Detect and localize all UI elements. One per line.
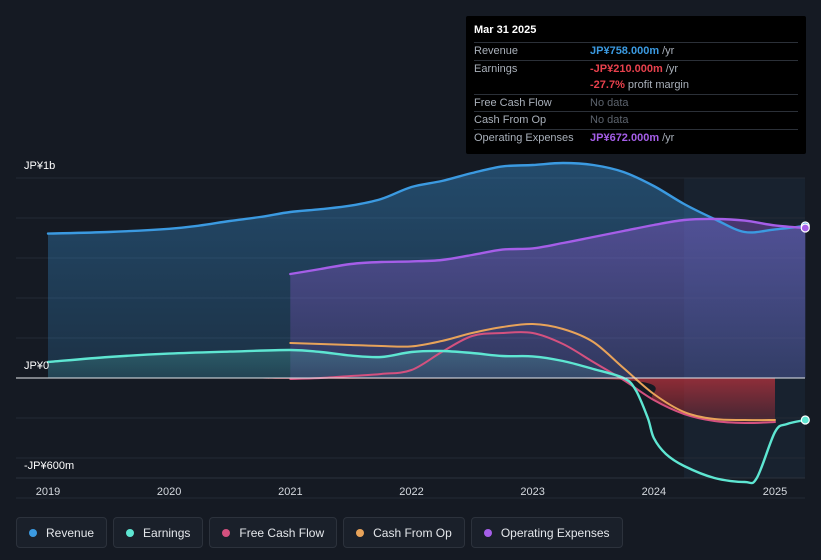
legend-label: Free Cash Flow — [239, 525, 325, 540]
legend-label: Operating Expenses — [500, 525, 610, 540]
tooltip-row-label: Revenue — [474, 45, 519, 58]
legend-dot-icon — [222, 528, 231, 537]
legend-item-free-cash-flow[interactable]: Free Cash Flow — [209, 517, 338, 548]
x-tick-label: 2021 — [278, 486, 303, 498]
legend-label: Cash From Op — [373, 525, 452, 540]
tooltip-row: Operating Expenses JP¥672.000m/yr — [474, 128, 798, 147]
x-tick-label: 2024 — [641, 486, 667, 498]
legend-dot-icon — [356, 528, 365, 537]
tooltip-row-value: JP¥758.000m — [590, 45, 660, 58]
earnings-end-marker — [800, 415, 810, 425]
earnings-line — [46, 348, 807, 485]
tooltip-row-value: -JP¥210.000m — [590, 62, 663, 75]
legend-item-operating-expenses[interactable]: Operating Expenses — [470, 517, 623, 548]
revenue-line — [46, 161, 807, 235]
cash-from-op-line — [289, 322, 776, 422]
tooltip-date: Mar 31 2025 — [474, 24, 537, 36]
x-tick-label: 2023 — [520, 486, 545, 498]
tooltip-row-unit: /yr — [665, 62, 679, 75]
operating-expenses-line — [289, 217, 807, 276]
x-tick-label: 2022 — [399, 486, 424, 498]
operating-expenses-end-marker — [800, 223, 810, 233]
tooltip-row-unit: /yr — [662, 45, 675, 58]
x-tick-label: 2019 — [35, 486, 61, 498]
tooltip-row-value: No data — [590, 96, 629, 109]
x-tick-label: 2025 — [762, 486, 788, 498]
tooltip-row-unit: /yr — [662, 131, 675, 144]
free-cash-flow-line — [289, 331, 776, 425]
tooltip-row: Cash From Op No data — [474, 111, 798, 129]
x-tick-label: 2020 — [156, 486, 182, 498]
earnings-profit-area — [48, 349, 624, 378]
tooltip: Mar 31 2025 Revenue JP¥758.000m/yr Earning… — [466, 16, 806, 154]
tooltip-row-unit: profit margin — [627, 79, 689, 92]
tooltip-row-value: No data — [590, 114, 629, 127]
cash-flow-loss-area — [263, 377, 775, 424]
legend-dot-icon — [483, 528, 492, 537]
tooltip-row-value: -27.7% — [590, 79, 625, 92]
legend-dot-icon — [29, 528, 37, 537]
y-axis-label-zero: JP¥0 — [24, 360, 50, 372]
tooltip-row-label: Operating Expenses — [474, 131, 574, 144]
tooltip-row-label: Earnings — [474, 62, 518, 75]
legend-label: Revenue — [46, 525, 95, 540]
legend-item-cash-from-op[interactable]: Cash From Op — [343, 517, 465, 548]
tooltip-row-label: Cash From Op — [474, 114, 547, 127]
legend: Revenue Earnings Free Cash Flow Cash From O… — [16, 517, 623, 548]
tooltip-row: -27.7% profit margin — [474, 77, 798, 94]
legend-label: Earnings — [143, 525, 191, 540]
tooltip-row: Earnings -JP¥210.000m/yr — [474, 59, 798, 78]
y-axis-label-bottom: -JP¥600m — [24, 460, 75, 472]
tooltip-row: Free Cash Flow No data — [474, 93, 798, 112]
legend-item-earnings[interactable]: Earnings — [113, 517, 204, 548]
tooltip-row-label: Free Cash Flow — [474, 96, 552, 109]
operating-expenses-area — [290, 218, 806, 378]
legend-item-revenue[interactable]: Revenue — [16, 517, 108, 548]
tooltip-row-value: JP¥672.000m — [590, 131, 660, 144]
legend-dot-icon — [126, 528, 135, 537]
y-axis-label-top: JP¥1b — [24, 160, 56, 172]
tooltip-row: Revenue JP¥758.000m/yr — [474, 42, 798, 60]
